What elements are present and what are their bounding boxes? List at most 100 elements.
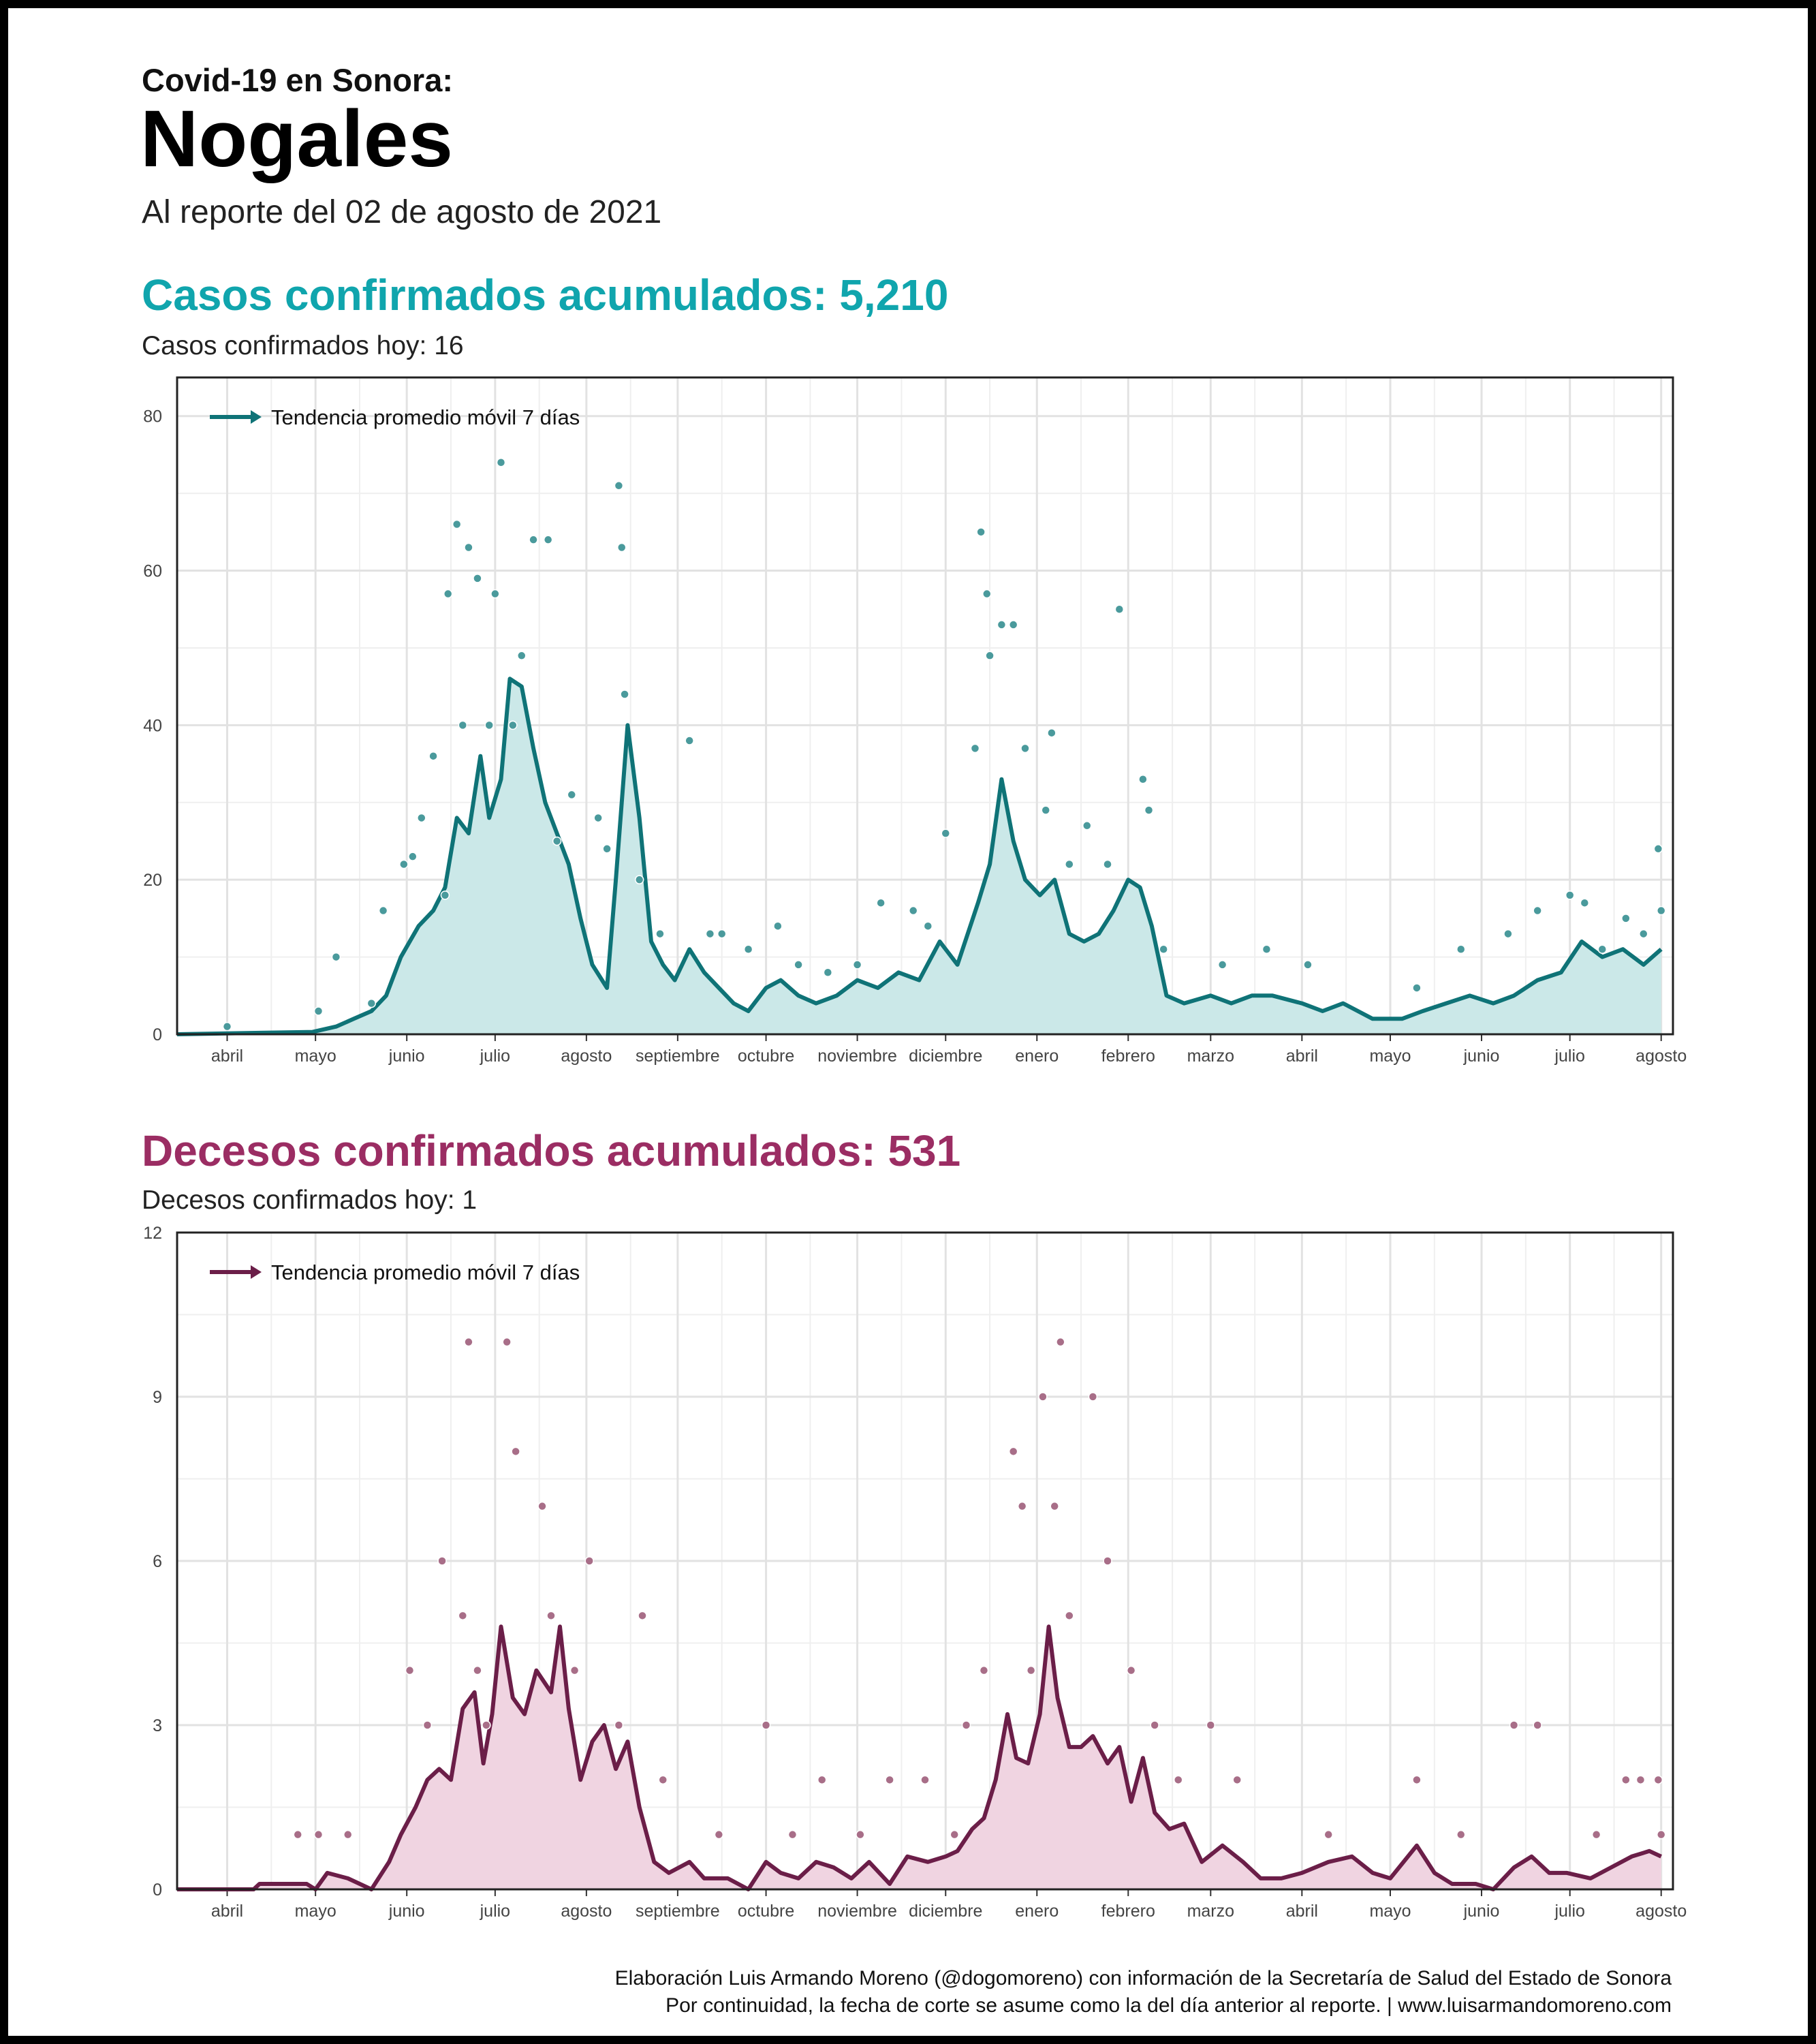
- grid: [177, 377, 1673, 1036]
- x-tick-label: octubre: [738, 1902, 794, 1921]
- x-tick-label: mayo: [295, 1047, 336, 1066]
- x-tick-label: octubre: [738, 1047, 794, 1066]
- legend: Tendencia promedio móvil 7 días: [210, 405, 580, 429]
- data-point: [1412, 1775, 1422, 1785]
- data-point: [440, 891, 450, 900]
- data-point: [529, 535, 538, 544]
- data-point: [546, 1611, 556, 1621]
- data-point: [1038, 1392, 1048, 1402]
- data-point: [743, 944, 753, 954]
- data-point: [1041, 805, 1050, 815]
- data-point: [1144, 805, 1154, 815]
- y-tick-label: 3: [153, 1716, 162, 1735]
- data-point: [823, 967, 833, 978]
- x-tick-label: junio: [388, 1902, 425, 1921]
- data-point: [1056, 1337, 1065, 1347]
- data-point: [473, 1665, 482, 1675]
- data-point: [1635, 1775, 1646, 1785]
- x-tick-label: abril: [211, 1047, 243, 1066]
- data-point: [458, 720, 468, 730]
- y-tick-label: 0: [153, 1880, 162, 1900]
- x-tick-label: abril: [1286, 1902, 1318, 1921]
- data-point: [941, 829, 951, 838]
- data-point: [773, 921, 783, 931]
- pre-title: Covid-19 en Sonora:: [142, 62, 454, 98]
- trend-line: [176, 677, 1663, 1036]
- page: Covid-19 en Sonora: Nogales Al reporte d…: [8, 8, 1808, 2036]
- x-tick-label: marzo: [1187, 1902, 1234, 1921]
- data-point: [1597, 944, 1608, 954]
- data-point: [856, 1829, 865, 1840]
- deaths-title: Decesos confirmados acumulados: 531: [142, 1126, 961, 1175]
- data-point: [1580, 898, 1590, 908]
- x-tick-label: junio: [1463, 1902, 1500, 1921]
- data-point: [422, 1720, 433, 1730]
- data-point: [437, 1556, 447, 1566]
- data-point: [1262, 944, 1272, 954]
- y-tick-label: 20: [143, 871, 162, 890]
- data-point: [761, 1720, 771, 1730]
- data-point: [1174, 1775, 1183, 1785]
- x-tick-label: enero: [1015, 1902, 1059, 1921]
- data-point: [443, 589, 453, 599]
- y-tick-label: 12: [143, 1224, 162, 1243]
- data-point: [1008, 1446, 1018, 1457]
- y-tick-label: 80: [143, 407, 162, 427]
- x-tick-label: mayo: [1369, 1047, 1411, 1066]
- data-point: [1324, 1829, 1333, 1840]
- data-point: [473, 574, 482, 583]
- data-point: [634, 875, 644, 884]
- credits-line-2: Por continuidad, la fecha de corte se as…: [666, 1994, 1672, 2017]
- data-point: [1026, 1665, 1036, 1675]
- data-point: [614, 481, 624, 491]
- x-tick-label: julio: [480, 1047, 510, 1066]
- data-point: [1503, 929, 1513, 939]
- plot-frame: [176, 376, 1674, 1036]
- cases-title: Casos confirmados acumulados: 5,210: [142, 270, 949, 320]
- data-point: [222, 1021, 232, 1032]
- data-point: [1065, 859, 1074, 869]
- y-tick-label: 40: [143, 716, 162, 735]
- grid: [177, 1231, 1673, 1891]
- x-tick-label: mayo: [1369, 1902, 1411, 1921]
- y-tick-label: 60: [143, 562, 162, 581]
- x-tick-label: junio: [388, 1047, 425, 1066]
- x-tick-label: mayo: [295, 1902, 336, 1921]
- data-point: [517, 651, 527, 661]
- data-point: [976, 527, 986, 537]
- data-point: [1206, 1720, 1216, 1730]
- x-tick-label: agosto: [1635, 1902, 1687, 1921]
- data-point: [537, 1501, 547, 1511]
- x-tick-label: junio: [1463, 1047, 1500, 1066]
- deaths-chart: 0 3 6 9 12 abril mayo junio julio agosto septiembr…: [143, 1224, 1687, 1921]
- data-point: [1114, 604, 1125, 614]
- data-point: [638, 1611, 647, 1621]
- cases-chart: 0 20 40 60 80 abril mayo junio julio agosto septie…: [143, 376, 1687, 1066]
- data-point: [616, 542, 627, 553]
- data-point: [496, 458, 506, 467]
- data-point: [1412, 983, 1422, 993]
- data-point: [484, 720, 494, 730]
- data-point: [908, 905, 918, 916]
- legend: Tendencia promedio móvil 7 días: [210, 1260, 580, 1284]
- data-point: [620, 690, 629, 699]
- data-point: [1082, 821, 1092, 831]
- page-title: Nogales: [140, 94, 454, 184]
- data-point: [1138, 774, 1148, 784]
- data-point: [331, 952, 341, 962]
- x-tick-label: septiembre: [636, 1902, 720, 1921]
- x-tick-label: agosto: [1635, 1047, 1687, 1066]
- daily-points: [293, 1337, 1666, 1840]
- data-point: [417, 813, 426, 823]
- data-point: [1232, 1775, 1242, 1785]
- data-point: [408, 852, 418, 861]
- data-point: [1065, 1611, 1074, 1621]
- data-point: [1303, 960, 1313, 970]
- data-point: [970, 743, 980, 754]
- data-point: [502, 1337, 512, 1347]
- legend-arrow: [251, 1265, 262, 1279]
- x-tick-label: julio: [1554, 1047, 1584, 1066]
- deaths-subtitle: Decesos confirmados hoy: 1: [142, 1186, 478, 1215]
- data-point: [1533, 905, 1542, 916]
- data-point: [1621, 1775, 1631, 1785]
